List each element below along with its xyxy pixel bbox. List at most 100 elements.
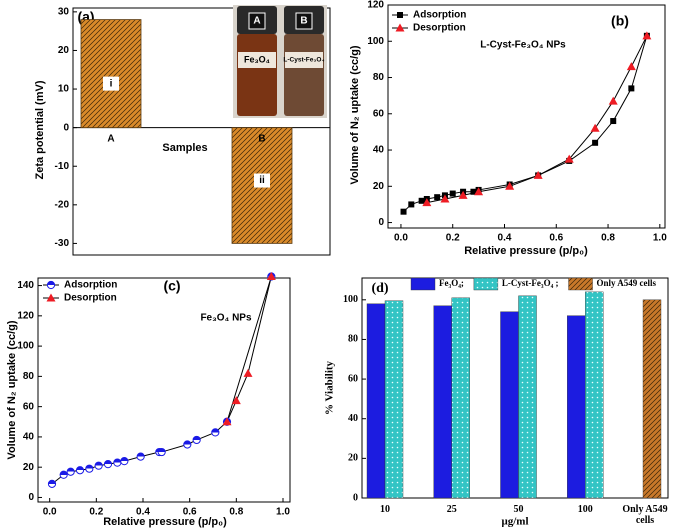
legend-marker xyxy=(46,293,56,302)
y-tick-label: 0 xyxy=(353,492,358,503)
y-tick-label: 100 xyxy=(17,341,34,352)
marker xyxy=(85,464,94,473)
bar-label: ii xyxy=(259,175,265,186)
marker xyxy=(434,194,441,201)
legend-swatch xyxy=(568,277,593,291)
annotation: Fe₃O₄ NPs xyxy=(200,313,252,324)
x-axis-label: Samples xyxy=(162,142,207,154)
marker xyxy=(231,396,241,405)
legend-label: L-Cyst-Fe₃O₄ ; xyxy=(502,278,559,288)
y-tick-label: 140 xyxy=(17,280,34,291)
bar-label-box xyxy=(103,76,119,91)
x-axis-label: Relative pressure (p/p₀) xyxy=(103,516,227,528)
y-tick-label: 20 xyxy=(23,462,35,473)
marker xyxy=(610,118,617,125)
marker xyxy=(75,466,85,475)
x-tick-label: 50 xyxy=(513,504,524,515)
bar xyxy=(80,19,142,129)
plot-frame xyxy=(72,7,331,256)
y-axis-label: Volume of N₂ uptake (cc/g) xyxy=(349,45,361,184)
marker xyxy=(590,123,600,132)
y-axis-label: % Viability xyxy=(324,360,336,415)
marker xyxy=(120,457,129,466)
bar-label-box xyxy=(254,173,270,188)
marker xyxy=(136,452,145,461)
marker xyxy=(470,188,477,195)
legend-marker xyxy=(397,12,403,18)
y-tick-label: 10 xyxy=(58,84,70,95)
x-tick-label: 0.8 xyxy=(229,507,243,518)
y-tick-label: 40 xyxy=(348,413,358,424)
y-tick-label: -20 xyxy=(55,199,70,210)
marker xyxy=(626,62,636,71)
y-tick-label: 60 xyxy=(348,373,358,384)
vial-sticker xyxy=(238,52,276,68)
x-tick-label: 0.0 xyxy=(394,233,408,244)
panel-label: (b) xyxy=(611,13,629,29)
x-tick-label: 0.8 xyxy=(601,233,615,244)
x-axis-label: μg/ml xyxy=(501,516,528,528)
x-tick-label: 0.0 xyxy=(43,507,57,518)
y-tick-label: -10 xyxy=(55,161,70,172)
y-tick-label: 100 xyxy=(367,36,384,47)
legend-marker xyxy=(46,280,56,290)
y-axis-label: Zeta potential (mV) xyxy=(34,80,46,179)
marker xyxy=(592,139,599,146)
marker xyxy=(222,417,232,426)
series-line xyxy=(226,276,272,422)
y-tick-label: 80 xyxy=(23,371,35,382)
y-tick-label: -30 xyxy=(55,238,70,249)
panel: 0 20 40 60 80 100 120 0.0 0.2 0.4 0.6 0.8 1.0 Relativ… xyxy=(349,0,667,257)
legend-label: Desorption xyxy=(413,23,466,34)
legend-swatch xyxy=(410,277,436,291)
panel: 0 20 40 60 80 100 μg/ml % Viability (d) Fe₃O₄; L-C… xyxy=(324,277,669,528)
marker xyxy=(59,470,68,479)
vial-tag xyxy=(248,12,266,30)
x-tick-label: B xyxy=(258,133,265,144)
annotation: L-Cyst-Fe₃O₄ NPs xyxy=(480,40,566,51)
y-tick-label: 0 xyxy=(28,492,34,503)
y-tick-label: 120 xyxy=(17,310,34,321)
photo-label: L-Cyst-Fe₃O₄ xyxy=(283,57,324,64)
x-tick-label: 0.6 xyxy=(549,233,563,244)
x-tick-label: 10 xyxy=(380,504,390,515)
x-tick-label: Only A549 cells xyxy=(622,504,668,526)
y-tick-label: 40 xyxy=(373,145,385,156)
photo-label: B xyxy=(300,16,307,27)
panel: -30 -20 -10 0 10 20 30 Samples Zeta potential (m… xyxy=(34,5,331,256)
photo-label: Fe₃O₄ xyxy=(244,54,270,64)
bar xyxy=(642,299,662,499)
marker xyxy=(418,197,425,204)
x-tick-label: 0.2 xyxy=(89,507,103,518)
marker xyxy=(66,467,75,476)
legend-label: Fe₃O₄; xyxy=(439,278,464,288)
plot-frame xyxy=(387,4,666,229)
y-tick-label: 120 xyxy=(367,0,384,11)
marker xyxy=(157,447,166,457)
y-tick-label: 40 xyxy=(23,432,35,443)
marker xyxy=(47,479,57,488)
y-tick-label: 20 xyxy=(348,453,358,464)
bar-label: i xyxy=(110,78,113,89)
panel: 0 20 40 60 80 100 120 140 0.0 0.2 0.4 0.6 0.8 1.0 Rela… xyxy=(6,271,291,528)
legend-label: Only A549 cells xyxy=(597,278,657,288)
marker xyxy=(103,460,113,469)
marker xyxy=(642,31,652,40)
y-axis-label: Volume of N₂ uptake (cc/g) xyxy=(6,320,18,459)
marker xyxy=(400,208,407,215)
legend-label: Desorption xyxy=(64,293,117,304)
y-tick-label: 80 xyxy=(373,72,385,83)
marker xyxy=(505,181,515,190)
marker xyxy=(458,190,468,199)
marker xyxy=(211,428,220,437)
bar xyxy=(433,305,452,499)
x-tick-label: A xyxy=(107,133,114,144)
panel-label: (c) xyxy=(163,278,180,294)
y-tick-label: 100 xyxy=(343,294,358,305)
marker xyxy=(113,458,122,467)
y-tick-label: 80 xyxy=(348,334,358,345)
vial-tag xyxy=(295,12,313,30)
bar xyxy=(384,300,404,499)
